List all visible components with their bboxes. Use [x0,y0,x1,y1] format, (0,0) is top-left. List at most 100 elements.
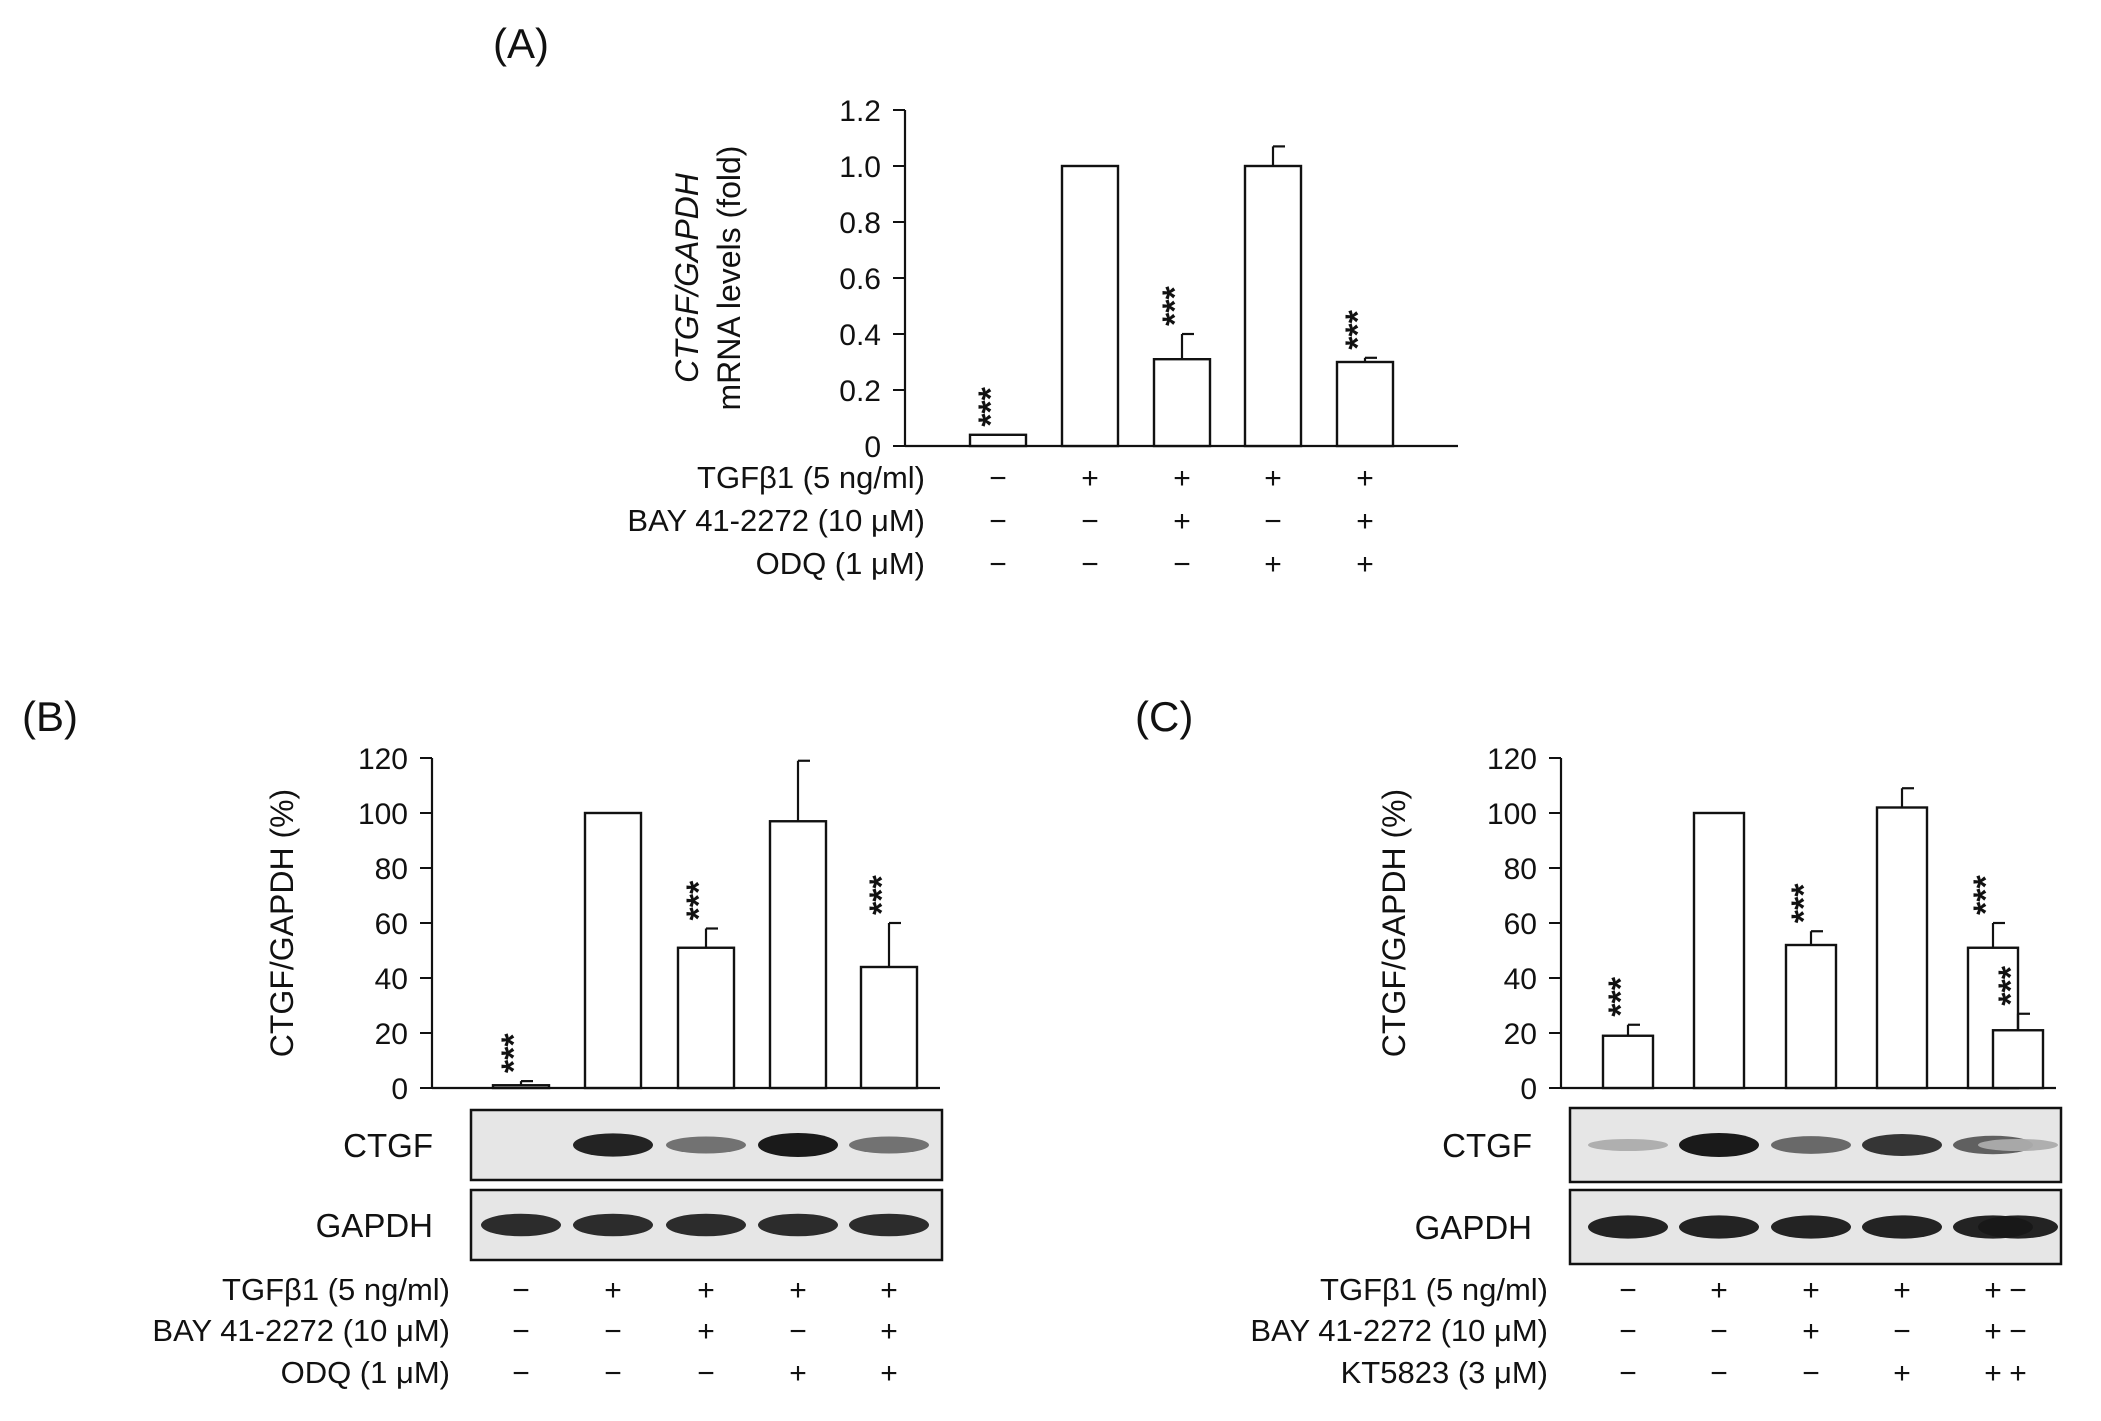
blot-gapdh: GAPDH [1415,1188,2063,1266]
condition-sign: − [1710,1315,1728,1348]
condition-sign: − [1264,505,1282,538]
panel-a: (A) 0 0.2 0.4 0.6 0.8 1.0 1.2 CTGF/GAPDH mRNA lev… [493,20,1458,581]
blot-gapdh: GAPDH [316,1188,944,1262]
blot-label: GAPDH [316,1207,433,1244]
condition-sign: + [880,1357,898,1390]
condition-label: BAY 41-2272 (10 μM) [1250,1313,1548,1348]
y-axis-label: CTGF/GAPDH (%) [264,789,300,1057]
condition-sign: − [604,1357,622,1390]
condition-sign: + [1264,548,1282,581]
y-tick-label: 0.6 [839,263,881,296]
condition-sign: + [880,1315,898,1348]
y-tick-label: 20 [1504,1018,1537,1051]
panel-label: (B) [22,693,78,740]
condition-sign: + [1264,462,1282,495]
condition-sign: − [512,1315,530,1348]
y-tick-label: 60 [375,908,408,941]
y-tick-label: 120 [1487,743,1537,776]
y-tick-label: 120 [358,743,408,776]
panel-c: (C) 0 20 40 60 80 100 120 CTGF/GAPDH (%) *** *** **… [1135,693,2063,1390]
condition-label: BAY 41-2272 (10 μM) [627,503,925,538]
blot-band [849,1213,929,1237]
condition-sign: + [789,1357,807,1390]
condition-sign: + [1802,1315,1820,1348]
panel-b: (B) 0 20 40 60 80 100 120 CTGF/GAPDH (%) *** *** **… [22,693,944,1390]
y-tick-label: 0 [864,431,881,464]
blot-label: CTGF [1442,1127,1532,1164]
blot-band [1771,1136,1851,1154]
condition-sign: − [1893,1315,1911,1348]
y-tick-label: 20 [375,1018,408,1051]
bar [583,811,643,1090]
condition-sign: + [1081,462,1099,495]
condition-sign: − [1081,505,1099,538]
blot-band [573,1213,653,1237]
condition-sign: − [604,1315,622,1348]
condition-sign: − [1081,548,1099,581]
bar [1875,806,1929,1090]
bar [676,946,736,1090]
blot-band [481,1213,561,1237]
blot-band [1679,1133,1759,1157]
condition-sign: − [1173,548,1191,581]
condition-sign: − [789,1315,807,1348]
condition-sign: − [1619,1274,1637,1307]
condition-sign: + [1356,505,1374,538]
bar [1784,943,1838,1090]
blot-band [1771,1215,1851,1239]
y-tick-label: 80 [375,853,408,886]
y-tick-label: 100 [1487,798,1537,831]
blot-band [666,1213,746,1237]
condition-sign: + [1173,505,1191,538]
significance-marker: *** [1339,309,1377,349]
blot-ctgf: CTGF [343,1108,944,1182]
bar [1991,1029,2045,1090]
blot-band [1978,1215,2058,1239]
condition-sign: + [1984,1274,2002,1307]
condition-sign: + [789,1274,807,1307]
condition-label: ODQ (1 μM) [281,1355,450,1390]
blot-band [666,1136,746,1154]
blot-band [573,1133,653,1157]
panel-label: (C) [1135,693,1193,740]
condition-sign: + [1173,462,1191,495]
significance-marker: *** [680,880,718,920]
condition-label: TGFβ1 (5 ng/ml) [697,460,925,495]
condition-sign: − [989,548,1007,581]
blot-band [1862,1134,1942,1156]
blot-band [849,1136,929,1154]
condition-sign: + [880,1274,898,1307]
condition-sign: + [604,1274,622,1307]
condition-sign: + [1710,1274,1728,1307]
condition-label: BAY 41-2272 (10 μM) [152,1313,450,1348]
condition-sign: + [697,1315,715,1348]
y-tick-label: 1.2 [839,95,881,128]
blot-band [758,1133,838,1157]
y-tick-label: 0 [1520,1073,1537,1106]
condition-sign: − [989,462,1007,495]
blot-label: CTGF [343,1127,433,1164]
y-tick-label: 0.2 [839,375,881,408]
condition-sign: + [697,1274,715,1307]
significance-marker: *** [1156,286,1194,326]
blot-ctgf: CTGF [1442,1106,2063,1184]
panel-label: (A) [493,20,549,67]
condition-sign: + [1356,548,1374,581]
significance-marker: *** [495,1033,533,1073]
significance-marker: *** [1967,875,2005,915]
blot-band [1588,1138,1668,1152]
blot-band [1862,1215,1942,1239]
significance-marker: *** [1992,965,2030,1005]
y-tick-label: 100 [358,798,408,831]
bar [859,965,919,1090]
bar [491,1084,551,1090]
blot-label: GAPDH [1415,1209,1532,1246]
bar [1243,164,1303,448]
condition-sign: − [1802,1357,1820,1390]
y-tick-label: 40 [1504,963,1537,996]
y-tick-label: 0 [391,1073,408,1106]
y-axis-label: mRNA levels (fold) [711,146,747,411]
condition-sign: − [512,1357,530,1390]
y-axis-label: CTGF/GAPDH [669,172,705,383]
